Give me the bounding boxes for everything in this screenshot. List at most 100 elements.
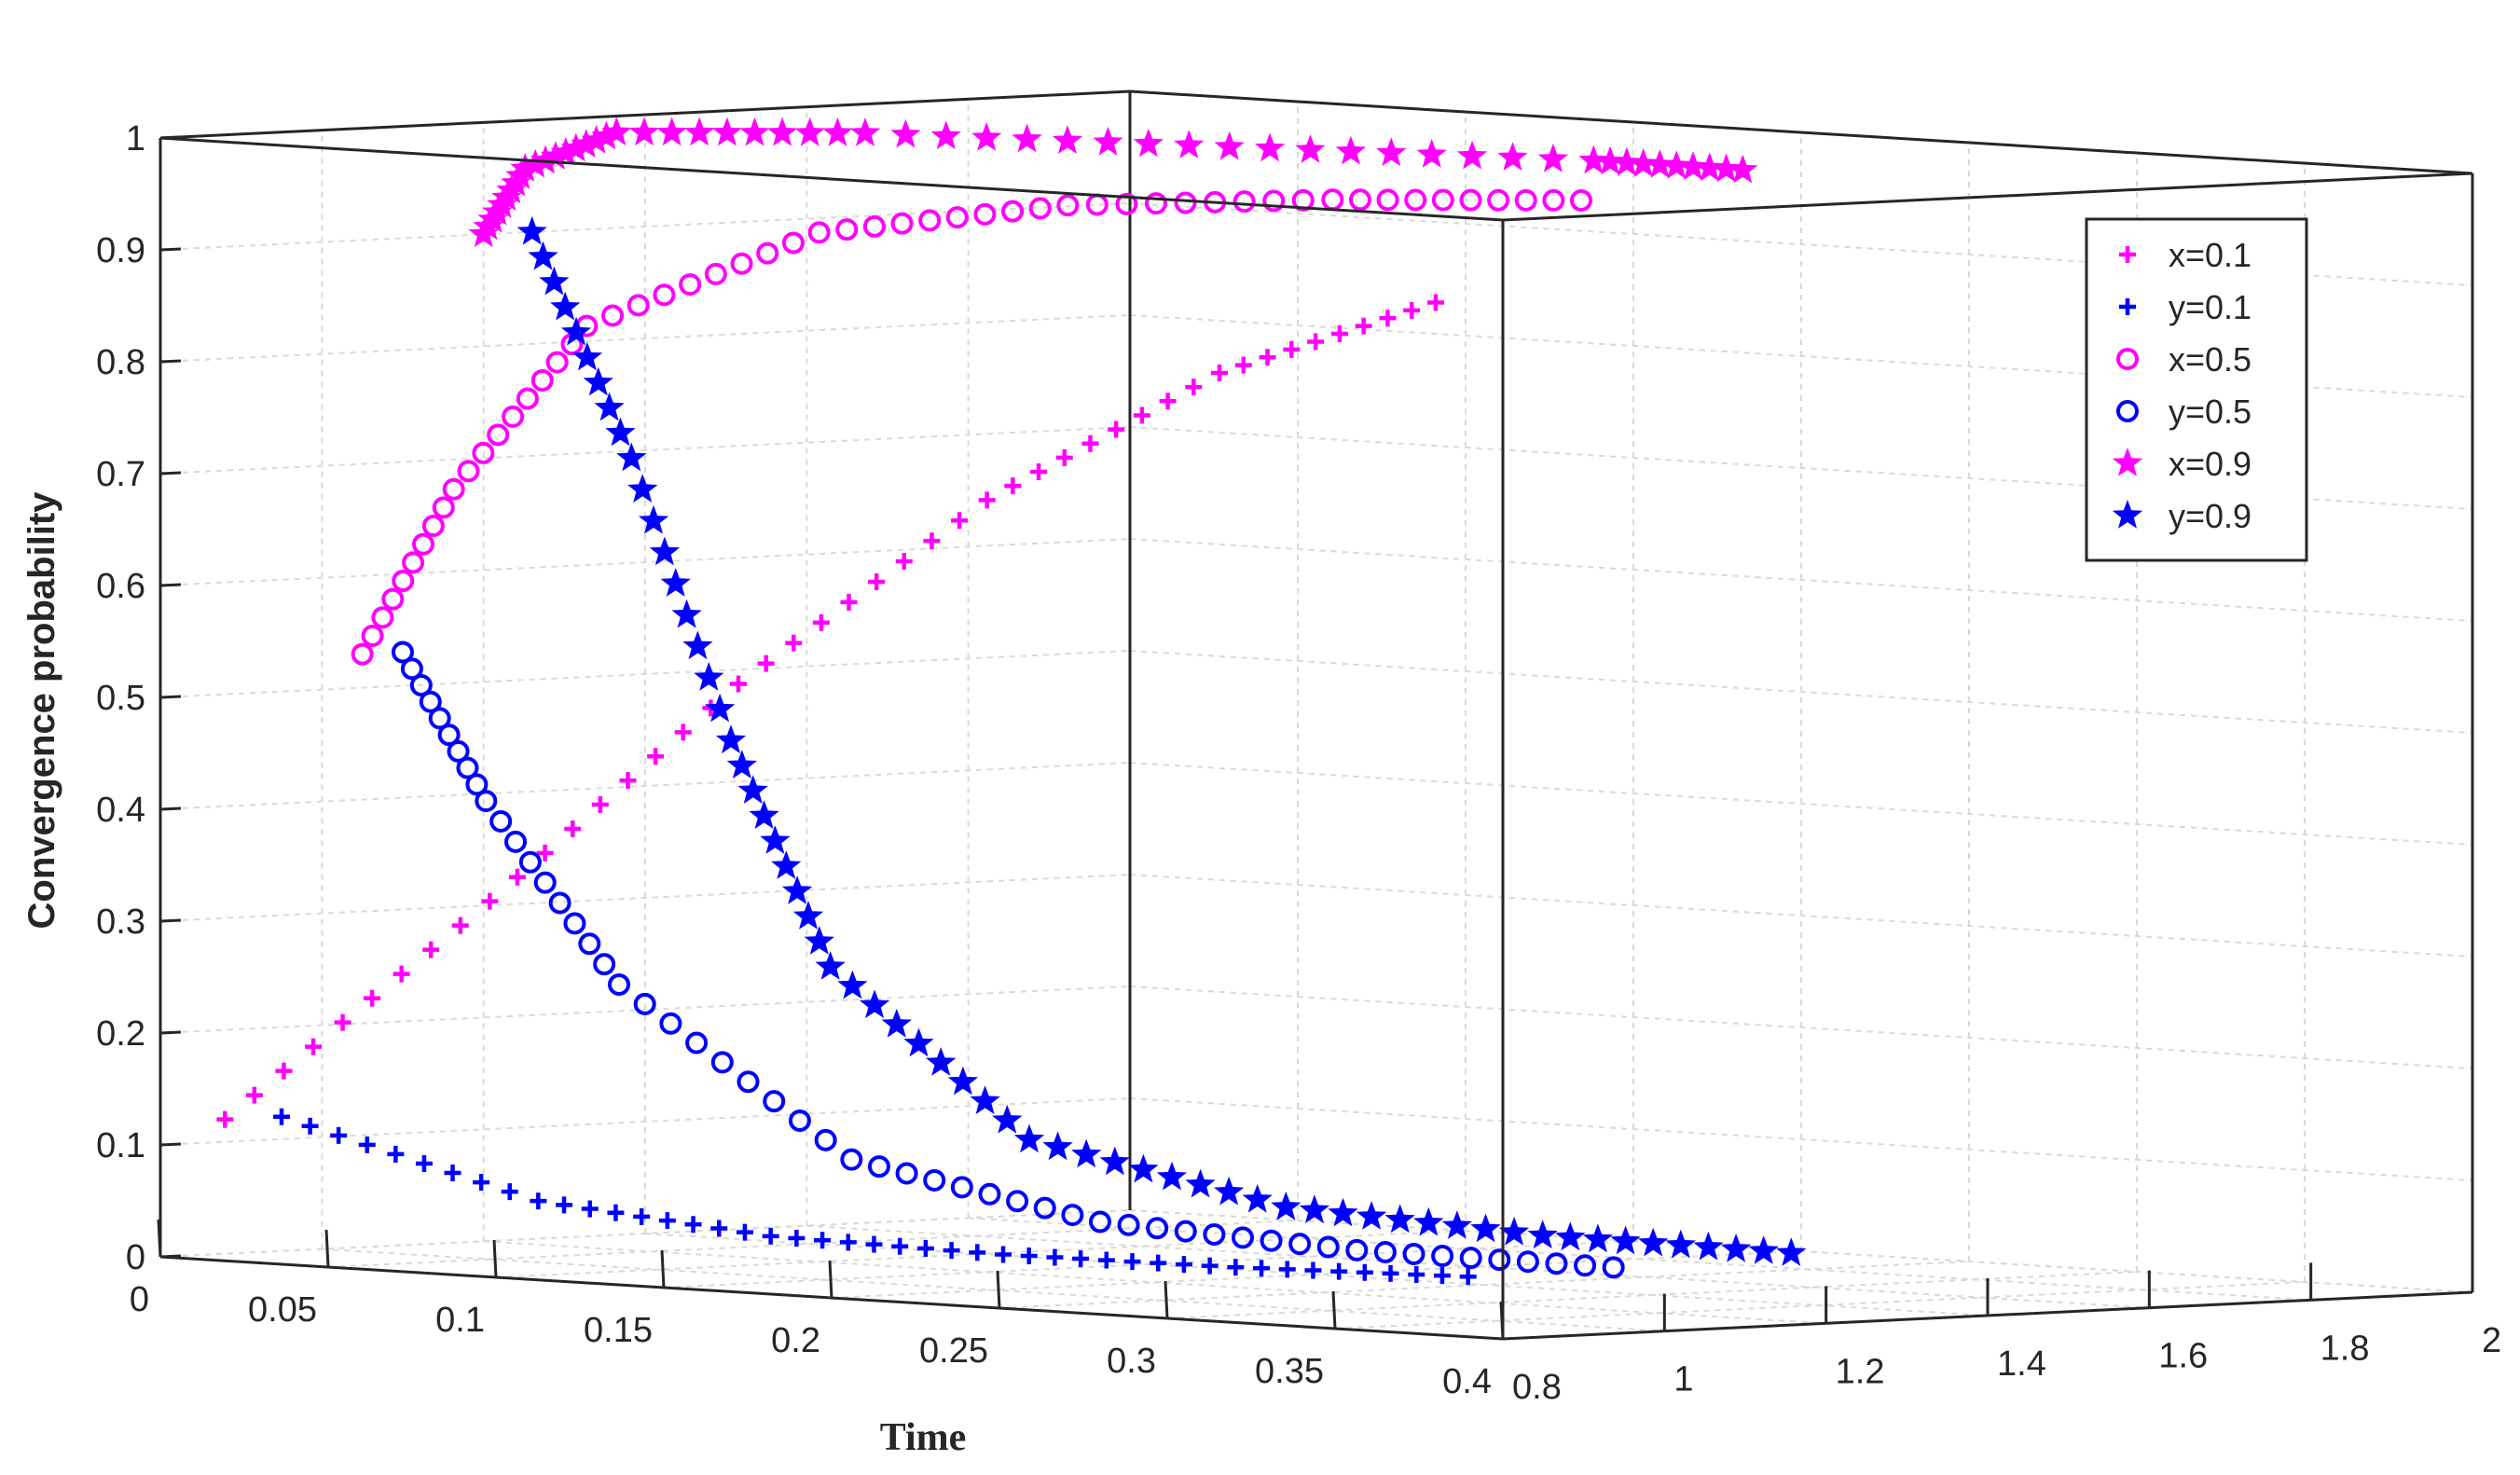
data-point xyxy=(481,892,499,910)
data-point xyxy=(1433,1267,1451,1285)
z-tick-label: 0.3 xyxy=(96,903,145,942)
data-point xyxy=(1232,190,1256,214)
data-point xyxy=(737,775,768,804)
data-point xyxy=(839,1234,857,1251)
data-point xyxy=(591,120,622,150)
data-point xyxy=(1376,188,1399,212)
x-tick-label: 0.2 xyxy=(771,1321,820,1360)
z-tick-label: 0.5 xyxy=(96,679,145,718)
data-point xyxy=(1150,1254,1167,1272)
data-point xyxy=(978,1182,1001,1206)
data-point xyxy=(619,772,637,790)
data-point xyxy=(1115,192,1138,215)
data-point xyxy=(1661,150,1692,179)
x-tick-mark xyxy=(1331,1290,1337,1330)
data-point xyxy=(556,1196,573,1214)
data-point xyxy=(638,504,669,534)
data-point xyxy=(1004,477,1022,495)
x-tick-label: 0.25 xyxy=(919,1331,988,1371)
data-point xyxy=(516,387,539,410)
data-point xyxy=(1545,1252,1568,1275)
data-point xyxy=(1081,434,1099,452)
data-point xyxy=(788,1109,811,1132)
data-point xyxy=(835,218,859,241)
data-point xyxy=(1061,1204,1084,1227)
data-point xyxy=(815,951,846,980)
legend-label: y=0.5 xyxy=(2169,393,2251,431)
data-point xyxy=(1628,147,1659,177)
data-point xyxy=(392,641,414,664)
z-tick-mark xyxy=(159,583,182,587)
data-point xyxy=(1776,1237,1807,1266)
tick-labels: 0 0.05 0.1 0.15 0.2 0.25 0.3 0.35 0.4 0.8 1 1.2 1.4 1… xyxy=(96,119,2501,1407)
data-point xyxy=(616,442,647,472)
data-point xyxy=(361,624,384,647)
data-point xyxy=(451,917,469,934)
data-point xyxy=(1356,1201,1387,1230)
data-point xyxy=(564,820,582,837)
data-point xyxy=(1570,189,1592,212)
data-point xyxy=(684,1216,702,1234)
data-point xyxy=(432,496,455,519)
data-point xyxy=(560,316,592,346)
legend-marker xyxy=(2119,298,2136,315)
z-tick-mark xyxy=(159,806,182,811)
data-point xyxy=(890,212,914,235)
data-point xyxy=(1089,1210,1111,1234)
data-point xyxy=(560,132,591,162)
data-point xyxy=(581,124,612,154)
data-point xyxy=(736,1223,753,1241)
z-tick-label: 0.6 xyxy=(96,567,145,606)
data-point xyxy=(766,117,798,146)
data-point xyxy=(726,750,757,779)
data-point xyxy=(711,117,742,146)
frame-edge xyxy=(159,136,1504,222)
data-point xyxy=(627,294,650,317)
y-tick-label: 1.4 xyxy=(1997,1344,2046,1384)
data-point xyxy=(1145,192,1167,215)
data-point xyxy=(1356,1263,1373,1281)
data-point xyxy=(658,1212,676,1230)
data-point xyxy=(216,1110,234,1128)
data-point xyxy=(501,1183,518,1201)
legend-marker xyxy=(2116,400,2139,422)
data-point xyxy=(862,214,886,238)
grid-line xyxy=(483,1240,1826,1325)
z-tick-label: 0.2 xyxy=(96,1014,145,1054)
data-point xyxy=(516,215,547,245)
data-point xyxy=(1694,152,1725,182)
data-point xyxy=(502,405,525,428)
x-tick-label: 0.15 xyxy=(584,1311,653,1350)
data-point xyxy=(660,568,691,597)
data-point xyxy=(607,1204,625,1221)
data-point xyxy=(671,599,702,628)
data-point xyxy=(656,117,687,146)
z-tick-label: 0.7 xyxy=(96,455,145,494)
data-point xyxy=(781,231,805,255)
data-point xyxy=(633,992,656,1015)
data-point xyxy=(1321,188,1344,212)
legend-label: y=0.9 xyxy=(2169,497,2251,535)
y-tick-label: 1.6 xyxy=(2158,1337,2208,1376)
data-point xyxy=(947,1066,979,1096)
y-tick-label: 1.2 xyxy=(1836,1352,1885,1391)
y-tick-label: 2 xyxy=(2482,1321,2501,1360)
data-point xyxy=(704,262,727,285)
x-tick-label: 0.05 xyxy=(248,1290,317,1330)
z-tick-label: 0.8 xyxy=(96,343,145,382)
data-point xyxy=(1174,191,1197,214)
data-point xyxy=(903,1027,934,1057)
data-point xyxy=(472,441,495,464)
data-point xyxy=(504,830,528,853)
legend-marker xyxy=(2119,246,2136,263)
z-tick-label: 1 xyxy=(126,119,145,159)
data-point xyxy=(536,844,554,862)
data-point xyxy=(749,800,779,829)
data-point xyxy=(583,366,613,396)
z-tick-mark xyxy=(159,359,182,364)
data-point xyxy=(1459,188,1482,212)
data-point xyxy=(473,1174,490,1192)
data-point xyxy=(1693,1231,1724,1261)
series-y=0.1 xyxy=(273,1108,1477,1286)
data-point xyxy=(633,1207,651,1225)
